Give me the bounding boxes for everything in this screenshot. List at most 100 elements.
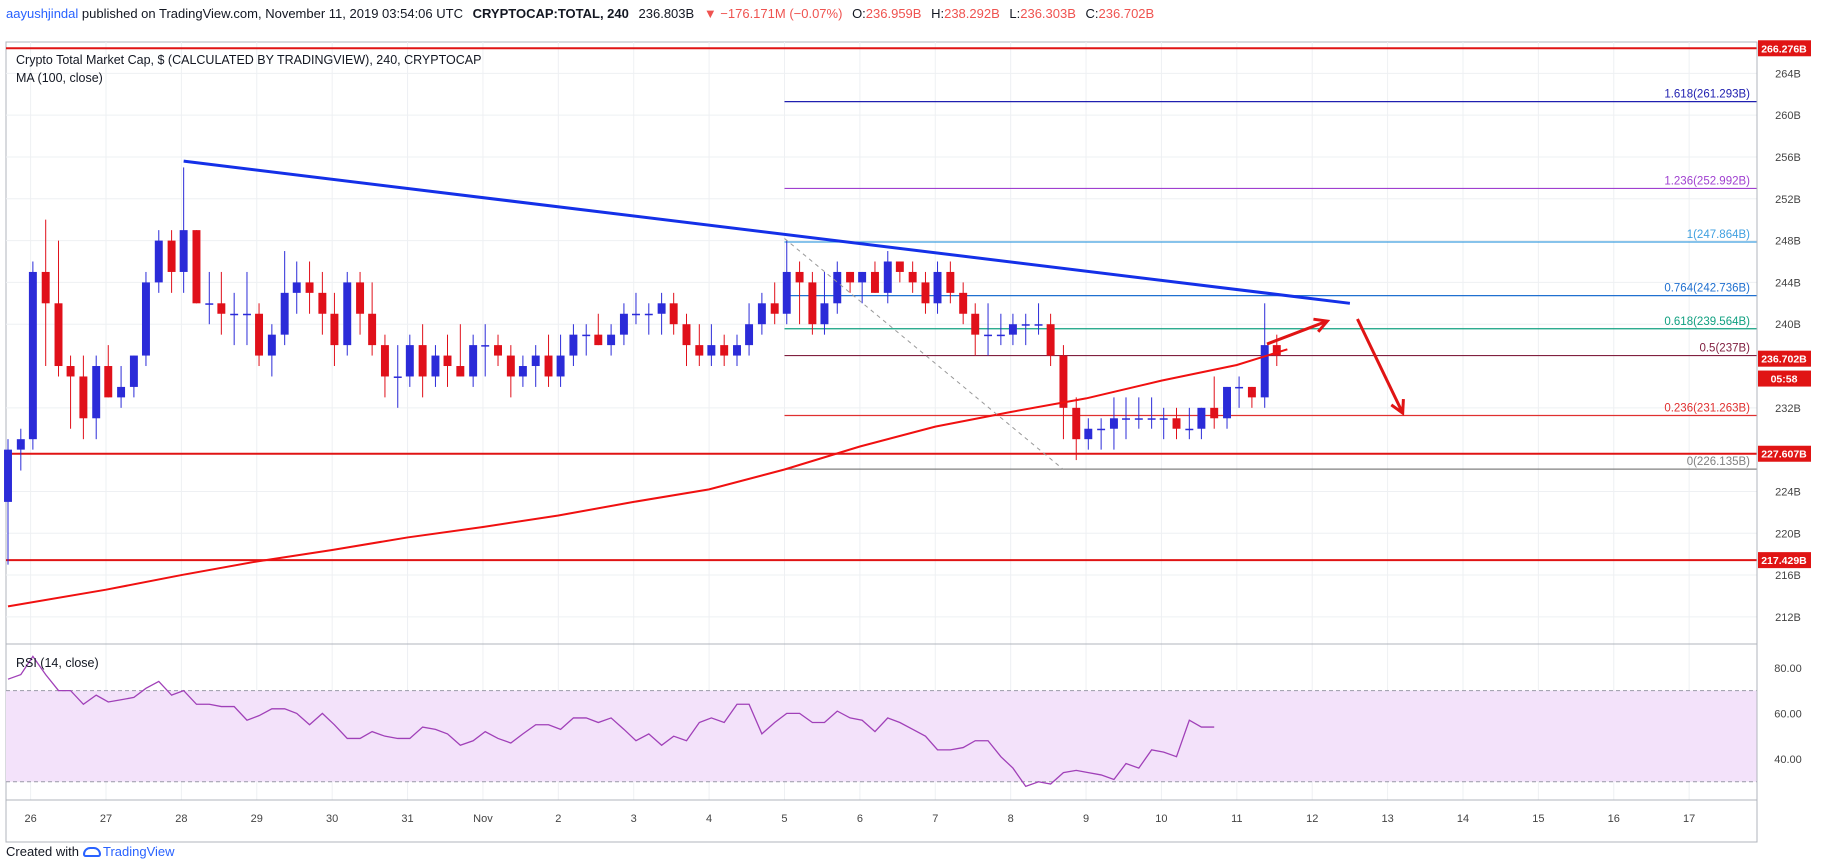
author-link[interactable]: aayushjindal	[6, 6, 79, 21]
candle-body	[1134, 418, 1143, 420]
candle-body	[518, 366, 527, 377]
forecast-arrow	[1266, 319, 1328, 346]
candle-body	[846, 271, 855, 283]
candle-body	[330, 313, 339, 346]
candle-body	[431, 355, 440, 377]
rsi-tick-label: 80.00	[1774, 663, 1802, 675]
price-tick-label: 256B	[1775, 152, 1801, 164]
published-text: published on TradingView.com, November 1…	[78, 6, 463, 21]
candle-body	[104, 366, 113, 398]
candle-body	[129, 355, 138, 387]
candle-body	[280, 292, 289, 335]
fib-level-label: 0.618(239.564B)	[1664, 316, 1750, 328]
forecast-arrow-head	[1390, 398, 1405, 416]
candle-body	[757, 303, 766, 325]
axes-layer: 264B 260B 256B 252B 248B 244B 240B 232B 224B 220B…	[6, 42, 1802, 825]
candle-body	[858, 271, 867, 283]
level-price-tag	[1758, 40, 1811, 57]
fib-value: (226.135B)	[1693, 456, 1750, 468]
current-price-tag	[1758, 370, 1811, 387]
levels-layer: 266.276B 227.607B 217.429B	[6, 40, 1811, 569]
level-price-label: 266.276B	[1761, 43, 1807, 55]
time-tick-label: 4	[706, 813, 712, 825]
chart-header: aayushjindal published on TradingView.co…	[6, 2, 1154, 26]
candle-body	[318, 292, 327, 314]
footer: Created with TradingView	[6, 843, 175, 861]
candle-body	[117, 386, 126, 398]
candle-body	[808, 282, 817, 325]
high-label: H:	[931, 6, 945, 21]
candle-body	[984, 334, 993, 337]
price-tick-label: 224B	[1775, 486, 1801, 498]
price-tick-label: 240B	[1775, 319, 1801, 331]
low-label: L:	[1009, 6, 1021, 21]
candle-body	[494, 345, 502, 356]
candle-body	[1072, 407, 1081, 440]
candle-body	[16, 439, 25, 450]
fib-level-label: 0(226.135B)	[1687, 456, 1750, 468]
ticker-symbol[interactable]: CRYPTOCAP:TOTAL, 240	[472, 6, 629, 21]
time-tick-label: 17	[1683, 813, 1695, 825]
time-tick-label: 16	[1608, 813, 1620, 825]
candle-body	[733, 345, 741, 356]
fib-level-label: 0.764(242.736B)	[1664, 283, 1750, 295]
close-value: 236.702B	[1098, 6, 1155, 21]
tradingview-link[interactable]: TradingView	[102, 844, 175, 859]
candle-body	[544, 355, 553, 377]
time-tick-label: 9	[1083, 813, 1089, 825]
descending-trendline	[183, 159, 1351, 305]
candle-body	[1147, 418, 1156, 420]
candle-body	[795, 271, 804, 283]
level-price-label: 217.429B	[1761, 555, 1807, 567]
grid	[6, 42, 1757, 800]
candle-body	[1247, 386, 1256, 398]
candle-body	[632, 313, 640, 316]
candle-body	[569, 334, 578, 356]
candle-body	[745, 324, 754, 346]
time-tick-label: 26	[24, 813, 36, 825]
candle-body	[230, 313, 239, 316]
open-label: O:	[852, 6, 866, 21]
candle-body	[1034, 324, 1043, 326]
time-tick-label: 12	[1306, 813, 1318, 825]
candle-body	[971, 313, 980, 335]
candle-body	[1021, 324, 1030, 326]
candle-body	[66, 366, 75, 377]
price-tick-label: 212B	[1775, 612, 1801, 624]
candle-body	[380, 345, 389, 377]
candle-body	[1172, 418, 1181, 429]
candle-body	[41, 271, 50, 304]
time-tick-label: 2	[555, 813, 561, 825]
price-tick-label: 220B	[1775, 528, 1801, 540]
close-label: C:	[1085, 6, 1099, 21]
candle-body	[1159, 418, 1168, 420]
candle-body	[1109, 418, 1118, 429]
candle-body	[28, 271, 37, 440]
price-change: ▼ −176.171M (−0.07%)	[703, 6, 843, 21]
time-tick-label: 31	[401, 813, 413, 825]
candle-body	[707, 345, 716, 356]
price-tick-label: 232B	[1775, 403, 1801, 415]
candle-body	[682, 324, 691, 346]
tradingview-cloud-icon	[82, 847, 101, 857]
candle-body	[870, 271, 879, 293]
candle-body	[720, 345, 729, 356]
candle-body	[921, 282, 930, 304]
fib-ratio: 0.764	[1664, 283, 1693, 295]
candles-layer	[4, 167, 1281, 565]
candle-body	[356, 282, 365, 314]
time-tick-label: 7	[932, 813, 938, 825]
rsi-tick-label: 40.00	[1774, 754, 1802, 766]
candle-body	[1272, 345, 1281, 356]
moving-average-line	[7, 348, 1288, 608]
candle-body	[179, 230, 188, 272]
current-price-label: 236.702B	[1761, 354, 1807, 366]
candle-body	[782, 271, 791, 314]
fib-ratio: 0.236	[1664, 403, 1693, 415]
forecast-arrow	[1356, 318, 1405, 414]
candle-body	[594, 334, 603, 346]
time-tick-label: 10	[1155, 813, 1167, 825]
forecast-arrow-head	[1313, 317, 1331, 333]
price-tick-label: 252B	[1775, 194, 1801, 206]
